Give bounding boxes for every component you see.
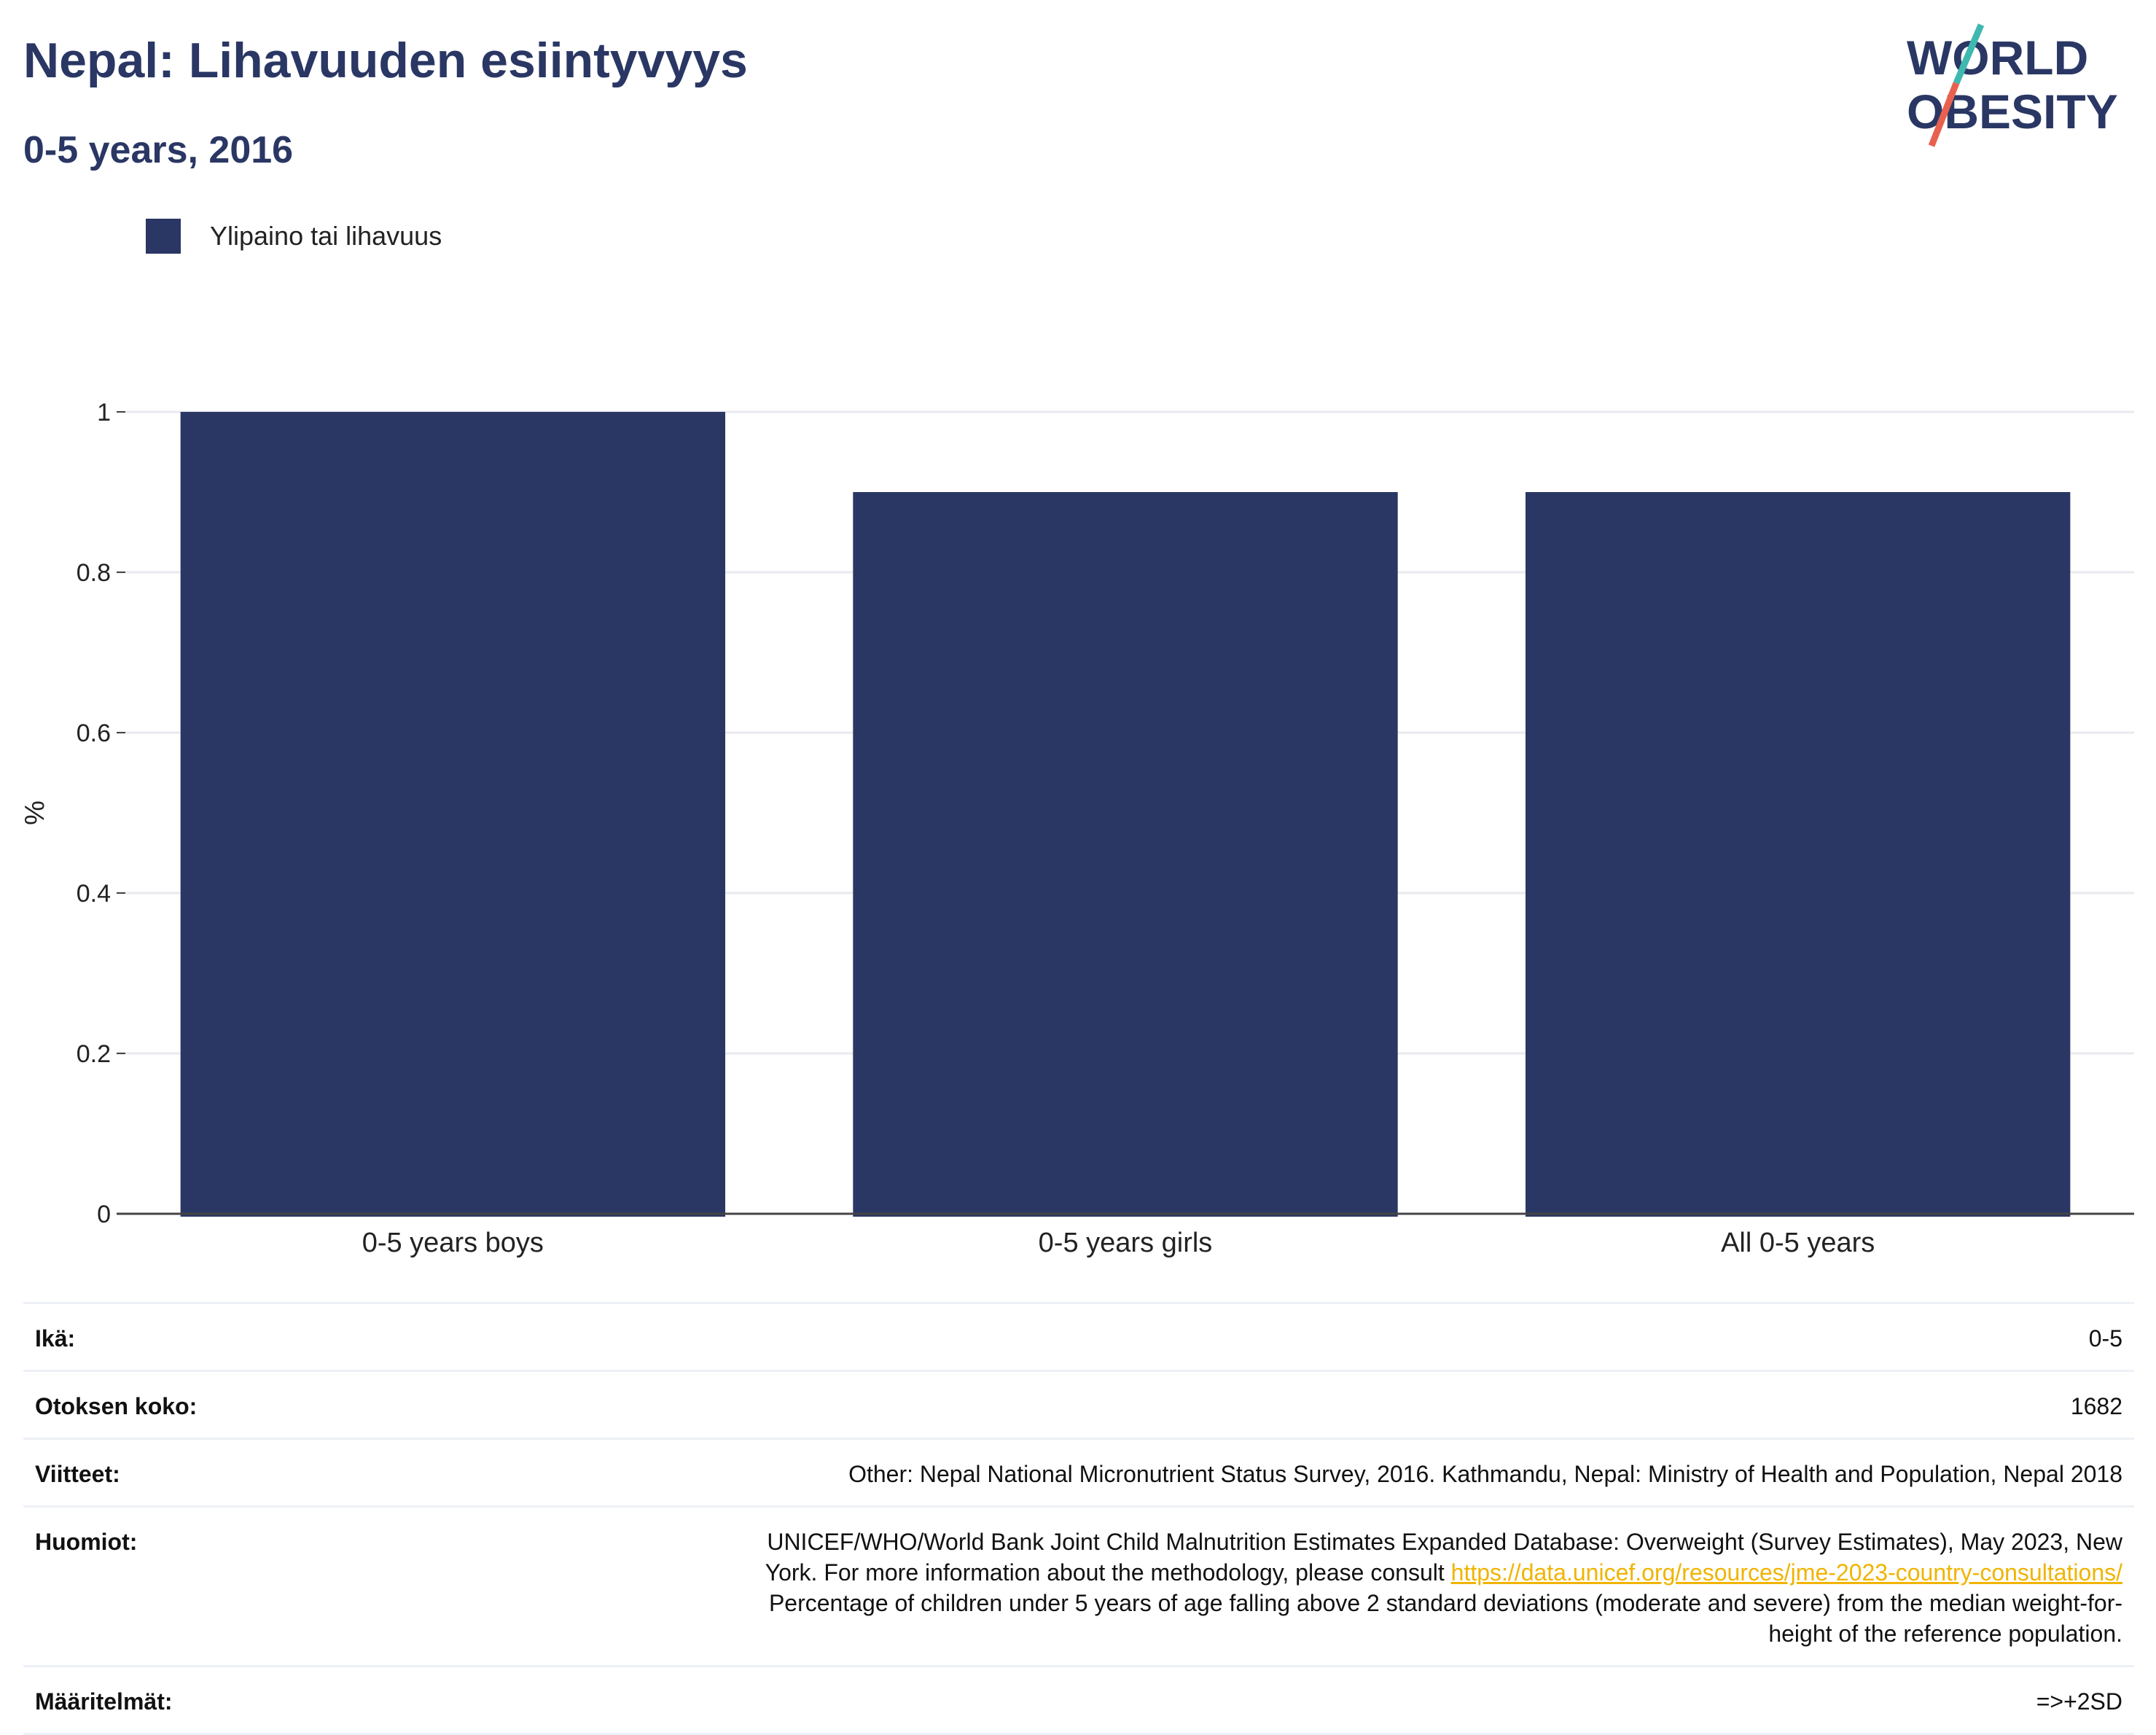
y-tick-label: 0.2 xyxy=(77,1040,111,1068)
meta-value-notes: UNICEF/WHO/World Bank Joint Child Malnut… xyxy=(765,1527,2122,1649)
legend: Ylipaino tai lihavuus xyxy=(146,219,442,254)
logo-slash-top xyxy=(1953,23,1985,85)
legend-swatch xyxy=(146,219,181,254)
bar xyxy=(1525,492,2071,1217)
meta-key-age: Ikä: xyxy=(35,1325,76,1352)
x-tick-label: 0-5 years boys xyxy=(362,1228,544,1258)
meta-value-age: 0-5 xyxy=(2088,1325,2122,1352)
meta-row-age: Ikä: 0-5 xyxy=(23,1302,2134,1370)
meta-key-sample-size: Otoksen koko: xyxy=(35,1393,198,1419)
y-axis-title: % xyxy=(20,800,50,825)
meta-value-sample-size: 1682 xyxy=(2070,1393,2122,1419)
meta-value-definitions: =>+2SD xyxy=(2036,1688,2122,1715)
chart-title: Nepal: Lihavuuden esiintyvyys xyxy=(23,33,748,88)
meta-row-definitions: Määritelmät: =>+2SD xyxy=(23,1665,2134,1735)
y-tick-label: 1 xyxy=(97,399,111,426)
methodology-link[interactable]: https://data.unicef.org/resources/jme-20… xyxy=(1450,1559,2122,1586)
meta-value-references: Other: Nepal National Micronutrient Stat… xyxy=(848,1461,2122,1487)
meta-row-notes: Huomiot: UNICEF/WHO/World Bank Joint Chi… xyxy=(23,1505,2134,1665)
meta-key-definitions: Määritelmät: xyxy=(35,1688,173,1715)
meta-key-notes: Huomiot: xyxy=(35,1529,138,1555)
x-tick-label: All 0-5 years xyxy=(1721,1228,1875,1258)
notes-line-2: York. For more information about the met… xyxy=(765,1559,1451,1586)
bar xyxy=(180,412,726,1217)
y-tick-label: 0.6 xyxy=(77,720,111,747)
x-tick-label: 0-5 years girls xyxy=(1039,1228,1213,1258)
meta-key-references: Viitteet: xyxy=(35,1461,120,1487)
chart-subtitle: 0-5 years, 2016 xyxy=(23,129,294,171)
y-tick-label: 0.8 xyxy=(77,559,111,587)
bar xyxy=(853,492,1398,1217)
notes-line-3: Percentage of children under 5 years of … xyxy=(768,1590,2122,1616)
metadata-table: Ikä: 0-5 Otoksen koko: 1682 Viitteet: Ot… xyxy=(23,1302,2134,1735)
logo-word-world: WORLD xyxy=(1907,31,2088,85)
legend-label: Ylipaino tai lihavuus xyxy=(210,221,442,251)
bar-chart: 0 0.2 0.4 0.6 0.8 1% 0-5 years boys 0-5 years g… xyxy=(20,399,2134,1258)
world-obesity-logo: WORLD OBESITY xyxy=(1907,23,2118,147)
notes-line-1: UNICEF/WHO/World Bank Joint Child Malnut… xyxy=(767,1529,2122,1555)
y-tick-label: 0 xyxy=(97,1201,111,1228)
logo-slash-bottom xyxy=(1928,82,1960,147)
notes-line-4: height of the reference population. xyxy=(1768,1621,2122,1647)
y-tick-label: 0.4 xyxy=(77,880,111,908)
meta-row-sample-size: Otoksen koko: 1682 xyxy=(23,1370,2134,1438)
meta-row-references: Viitteet: Other: Nepal National Micronut… xyxy=(23,1438,2134,1505)
